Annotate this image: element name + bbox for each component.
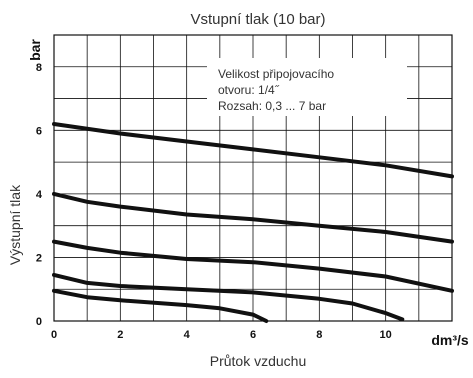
y-tick-label: 2 <box>36 252 42 264</box>
series-line-5 <box>52 288 269 323</box>
annotation-line-1: Velikost připojovacího <box>218 67 334 81</box>
x-tick-label: 8 <box>316 329 322 341</box>
x-tick-label: 10 <box>380 329 392 341</box>
x-tick-label: 0 <box>51 329 57 341</box>
y-axis-title: Výstupní tlak <box>7 184 23 265</box>
y-unit-label: bar <box>27 39 43 61</box>
x-axis-title: Průtok vzduchu <box>210 353 307 369</box>
series-line-2 <box>52 191 454 244</box>
series-line-4 <box>52 272 405 322</box>
series-lines <box>52 122 454 323</box>
plot-frame <box>53 34 453 322</box>
x-tick-label: 4 <box>184 329 191 341</box>
annotation-box <box>207 58 407 116</box>
chart-title: Vstupní tlak (10 bar) <box>190 11 325 28</box>
series-line-3 <box>52 239 454 293</box>
y-tick-label: 8 <box>36 62 42 74</box>
annotation-line-2: otvoru: 1/4˝ <box>218 83 280 97</box>
tick-labels: 0 2 4 6 8 10 0 2 4 6 8 <box>36 62 392 341</box>
series-line-1 <box>52 122 454 179</box>
y-tick-label: 4 <box>36 189 43 201</box>
x-unit-label: dm³/s <box>431 332 469 348</box>
y-tick-label: 6 <box>36 125 42 137</box>
y-tick-label: 0 <box>36 316 42 328</box>
annotation-line-3: Rozsah: 0,3 ... 7 bar <box>218 99 326 113</box>
x-tick-label: 2 <box>117 329 123 341</box>
x-tick-label: 6 <box>250 329 256 341</box>
